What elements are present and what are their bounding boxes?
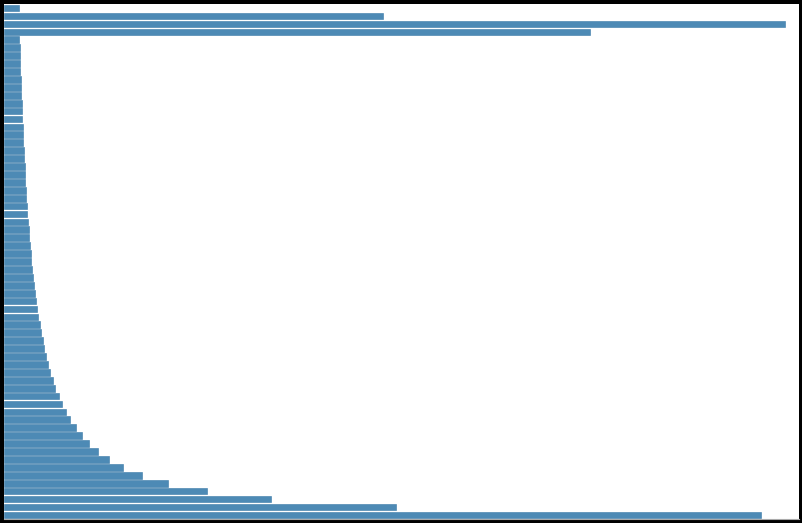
Bar (4, 456, 109, 463)
Bar (4, 511, 760, 518)
Bar (4, 92, 21, 99)
Bar (4, 108, 22, 115)
Bar (4, 68, 20, 75)
Bar (4, 116, 22, 122)
Bar (4, 496, 270, 503)
Bar (4, 219, 28, 225)
Bar (4, 290, 35, 297)
Bar (4, 448, 98, 455)
Bar (4, 84, 21, 90)
Bar (4, 52, 20, 59)
Bar (4, 282, 34, 289)
Bar (4, 416, 71, 423)
Bar (4, 37, 19, 43)
Bar (4, 60, 20, 67)
Bar (4, 147, 23, 154)
Bar (4, 13, 382, 19)
Bar (4, 345, 44, 352)
Bar (4, 131, 23, 138)
Bar (4, 44, 19, 51)
Bar (4, 163, 25, 170)
Bar (4, 377, 53, 384)
Bar (4, 472, 142, 479)
Bar (4, 369, 51, 376)
Bar (4, 385, 55, 392)
Bar (4, 353, 46, 360)
Bar (4, 5, 18, 12)
Bar (4, 171, 25, 178)
Bar (4, 234, 30, 241)
Bar (4, 298, 36, 304)
Bar (4, 504, 395, 510)
Bar (4, 274, 33, 281)
Bar (4, 424, 75, 431)
Bar (4, 440, 89, 447)
Bar (4, 305, 37, 312)
Bar (4, 226, 29, 233)
Bar (4, 329, 41, 336)
Bar (4, 408, 66, 415)
Bar (4, 433, 82, 439)
Bar (4, 211, 27, 218)
Bar (4, 314, 38, 320)
Bar (4, 187, 26, 194)
Bar (4, 250, 30, 257)
Bar (4, 258, 31, 265)
Bar (4, 337, 43, 344)
Bar (4, 488, 207, 494)
Bar (4, 179, 26, 186)
Bar (4, 393, 59, 400)
Bar (4, 464, 124, 471)
Bar (4, 123, 22, 130)
Bar (4, 322, 39, 328)
Bar (4, 361, 48, 368)
Bar (4, 155, 24, 162)
Bar (4, 401, 62, 407)
Bar (4, 242, 30, 249)
Bar (4, 100, 22, 107)
Bar (4, 480, 168, 486)
Bar (4, 76, 21, 83)
Bar (4, 266, 32, 273)
Bar (4, 20, 784, 27)
Bar (4, 29, 589, 35)
Bar (4, 195, 26, 201)
Bar (4, 203, 27, 209)
Bar (4, 139, 23, 146)
